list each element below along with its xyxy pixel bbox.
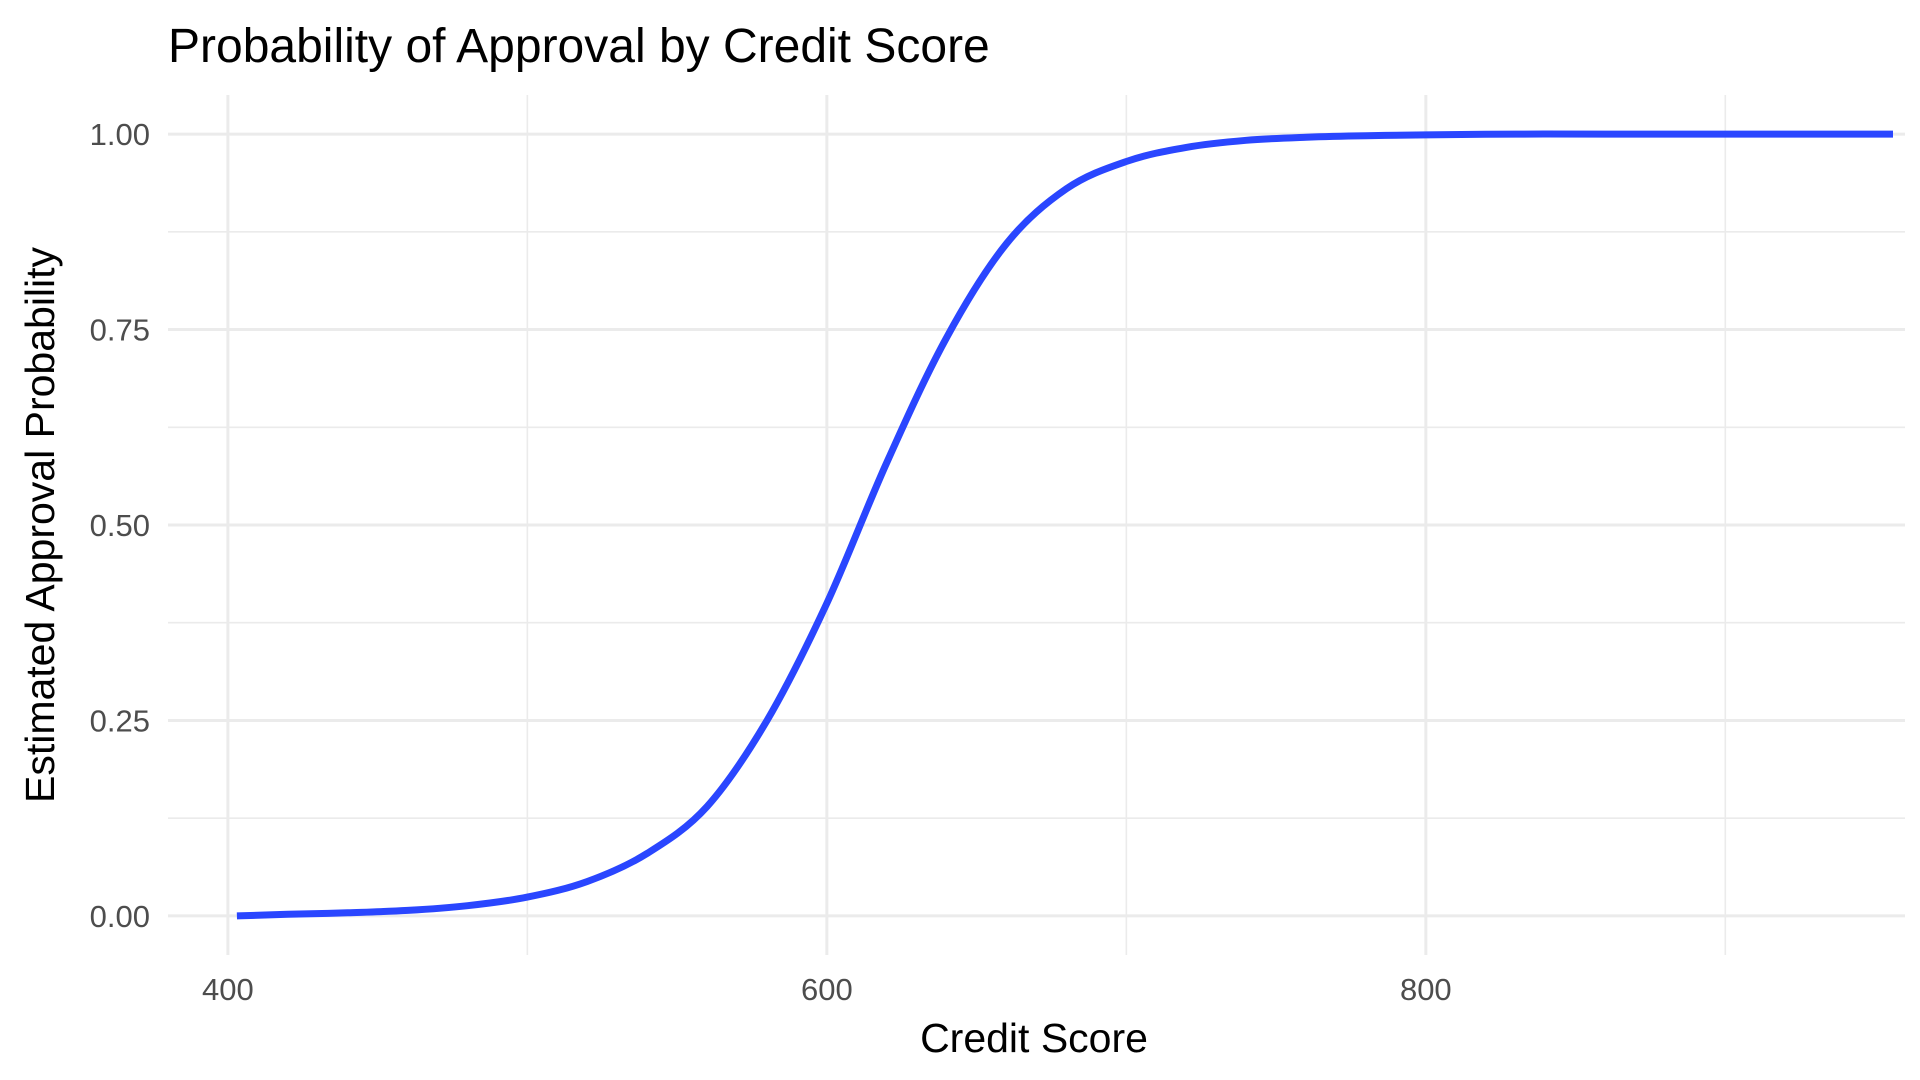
y-tick-label: 0.25 (90, 703, 150, 738)
major-gridlines-y (168, 132, 1905, 918)
y-tick-label: 1.00 (90, 117, 150, 152)
y-axis-title: Estimated Approval Probability (17, 246, 63, 803)
x-axis-ticks: 400 600 800 (202, 972, 1452, 1007)
x-tick-label: 800 (1400, 972, 1452, 1007)
x-tick-label: 600 (801, 972, 853, 1007)
minor-gridlines-y (168, 231, 1905, 819)
chart-title: Probability of Approval by Credit Score (168, 20, 990, 73)
x-axis-title: Credit Score (920, 1015, 1148, 1061)
series-layer (236, 130, 1893, 920)
y-tick-label: 0.75 (90, 313, 150, 348)
x-tick-label: 400 (202, 972, 254, 1007)
y-tick-label: 0.00 (90, 899, 150, 934)
series-line (236, 130, 1893, 920)
y-axis-ticks: 0.00 0.25 0.50 0.75 1.00 (90, 117, 150, 934)
y-tick-label: 0.50 (90, 508, 150, 543)
